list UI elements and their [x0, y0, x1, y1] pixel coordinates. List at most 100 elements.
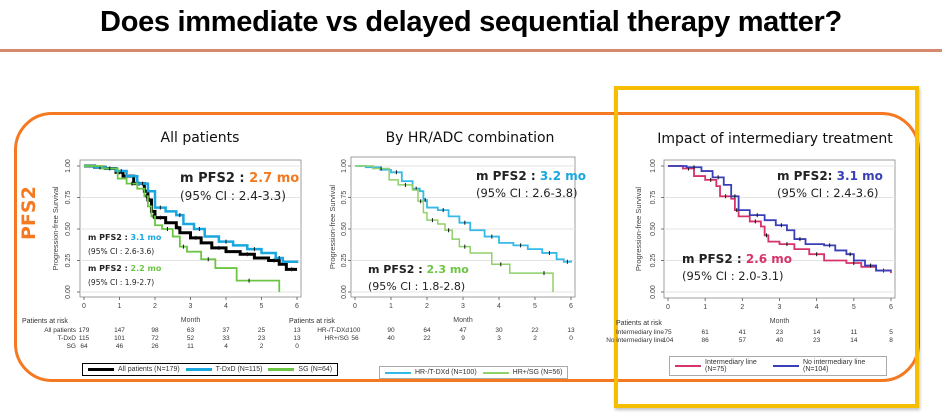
annotation-value: 2.3 mo	[427, 263, 470, 276]
legend-item: T-DxD (N=115)	[185, 366, 263, 373]
annotation-label: m PFS2 :	[682, 252, 746, 266]
x-tick-label: 0	[82, 303, 86, 310]
risk-value: 61	[701, 329, 709, 336]
series-line-1	[355, 165, 554, 292]
y-tick-label: 0.25	[65, 254, 72, 268]
y-axis-label: Progression-free Survival	[634, 187, 643, 272]
risk-value: 33	[222, 335, 230, 342]
risk-value: 90	[387, 327, 395, 334]
risk-value: 0	[295, 343, 299, 350]
x-tick-label: 2	[153, 303, 157, 310]
panel-title-intermediary: Impact of intermediary treatment	[657, 131, 893, 147]
risk-value: 40	[775, 337, 784, 344]
risk-value: 64	[423, 327, 431, 334]
risk-value: 25	[257, 327, 266, 334]
legend-item: SG (N=64)	[268, 366, 332, 373]
risk-value: 22	[531, 327, 539, 334]
median-pfs2-annotation: m PFS2: 3.1 mo	[777, 169, 883, 183]
annotation-label: m PFS2 :	[368, 263, 427, 276]
risk-value: 46	[115, 343, 124, 350]
y-tick-label: 1.00	[650, 159, 657, 173]
ci-annotation: (95% CI : 2.0-3.1)	[682, 269, 784, 283]
risk-value: 2	[259, 343, 264, 350]
legend-intermediary: Intermediary line (N=75) No intermediary…	[669, 356, 887, 376]
risk-value: 72	[151, 335, 159, 342]
risk-row-label: No intermediary line	[606, 337, 664, 344]
risk-row-label: Intermediary line	[615, 329, 664, 336]
x-tick-label: 2	[425, 303, 429, 310]
x-tick-label: 0	[353, 303, 357, 310]
legend-hr-adc: HR-/T-DXd (N=100) HR+/SG (N=56)	[379, 366, 569, 379]
x-axis-label: Month	[453, 317, 473, 324]
y-tick-label: 0.75	[65, 191, 72, 205]
risk-value: 5	[889, 329, 893, 336]
ci-annotation: (95% CI : 2.6-3.8)	[476, 186, 578, 200]
series-line-0	[668, 165, 892, 274]
legend-label: T-DxD (N=115)	[215, 366, 263, 373]
x-tick-label: 3	[189, 303, 193, 310]
risk-value: 100	[349, 327, 361, 334]
y-tick-label: 0.25	[650, 254, 657, 268]
x-tick-label: 0	[666, 304, 670, 311]
slide-title: Does immediate vs delayed sequential the…	[100, 6, 842, 38]
legend-item: No intermediary line (N=104)	[773, 359, 881, 373]
x-tick-label: 6	[295, 303, 299, 310]
x-tick-label: 5	[260, 303, 264, 310]
median-pfs2-annotation: m PFS2 : 2.3 mo	[368, 263, 469, 276]
risk-value: 3	[497, 335, 501, 342]
legend-swatch	[773, 365, 799, 367]
legend-swatch	[385, 371, 411, 374]
risk-value: 40	[387, 335, 395, 342]
x-tick-label: 1	[389, 303, 393, 310]
y-tick-label: 0.00	[650, 285, 657, 299]
median-pfs2-annotation: m PFS2 : 3.1 mo	[88, 233, 162, 242]
x-tick-label: 4	[497, 303, 501, 310]
risk-value: 11	[187, 343, 194, 350]
risk-value: 22	[423, 335, 431, 342]
y-tick-label: 0.50	[650, 222, 657, 236]
legend-label: No intermediary line (N=104)	[803, 359, 866, 373]
risk-value: 63	[186, 327, 195, 334]
median-pfs2-annotation: m PFS2 : 2.7 mo	[180, 171, 299, 186]
median-pfs2-annotation: m PFS2 : 3.2 mo	[476, 169, 586, 183]
y-tick-label: 0.00	[65, 285, 72, 299]
y-axis-label: Progression-free Survival	[328, 185, 337, 270]
y-tick-label: 0.25	[341, 254, 348, 268]
risk-value: 147	[114, 327, 125, 334]
risk-value: 13	[293, 327, 301, 334]
chart-intermediary: 0.00 0.25 0.50 0.75 1.00 Progression-free Sur…	[634, 159, 896, 325]
risk-value: 23	[813, 337, 821, 344]
y-axis-label: Progression-free Survival	[51, 186, 60, 271]
x-tick-label: 2	[740, 304, 744, 311]
series-line-0	[355, 165, 572, 263]
risk-value: 52	[186, 335, 195, 342]
x-tick-label: 4	[815, 304, 819, 311]
annotation-value: 2.7 mo	[249, 171, 299, 186]
x-tick-label: 3	[778, 304, 782, 311]
risk-value: 9	[461, 335, 465, 342]
risk-value: 56	[351, 335, 359, 342]
risk-value: 64	[80, 343, 88, 350]
y-tick-label: 0.00	[341, 285, 348, 299]
risk-table-header: Patients at risk	[289, 318, 335, 325]
risk-row-label: All patients	[44, 327, 76, 334]
risk-value: 14	[813, 329, 821, 336]
annotation-value: 3.1 mo	[131, 233, 162, 242]
x-axis-label: Month	[181, 317, 201, 324]
title-divider	[0, 49, 942, 52]
risk-value: 98	[151, 327, 159, 334]
risk-row-label: SG	[66, 343, 76, 350]
legend-item: HR+/SG (N=56)	[482, 369, 562, 376]
y-tick-label: 0.75	[650, 191, 657, 205]
risk-value: 47	[459, 327, 467, 334]
legend-item: HR-/T-DXd (N=100)	[385, 369, 477, 376]
y-tick-label: 0.75	[341, 191, 348, 205]
risk-value: 23	[257, 335, 266, 342]
legend-label: All patients (N=179)	[118, 366, 180, 373]
risk-value: 13	[293, 335, 301, 342]
y-tick-label: 0.50	[65, 222, 72, 236]
annotation-value: 2.2 mo	[131, 264, 162, 273]
x-tick-label: 3	[461, 303, 465, 310]
risk-value: 57	[738, 337, 746, 344]
ci-annotation: (95% CI : 1.8-2.8)	[368, 280, 465, 293]
